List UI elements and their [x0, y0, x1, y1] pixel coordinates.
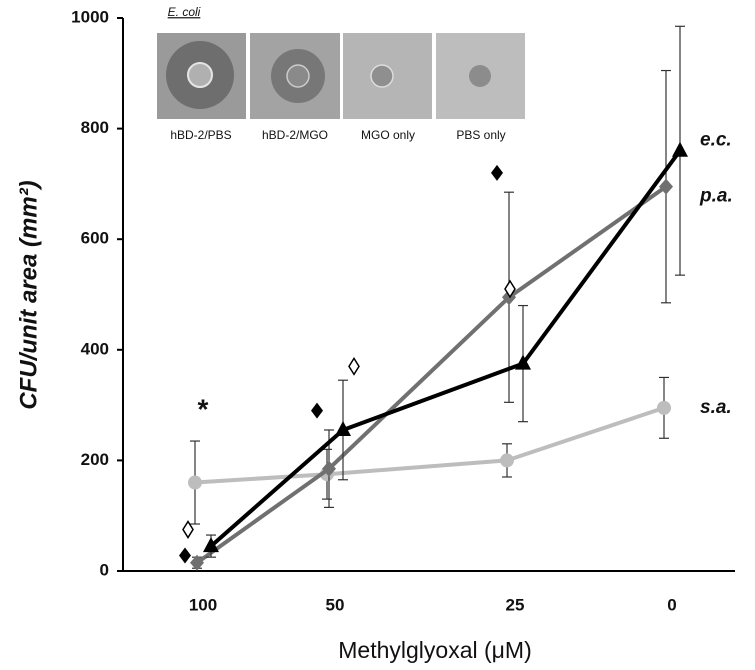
- significance-open: [504, 279, 516, 299]
- x-axis-label: Methylglyoxal (μM): [338, 637, 531, 663]
- disk: [469, 65, 491, 87]
- x-tick-label: 50: [326, 595, 345, 614]
- inset-label: MGO only: [361, 128, 415, 142]
- series-line: [209, 149, 682, 548]
- series-line: [195, 185, 668, 565]
- y-tick-label: 800: [81, 118, 109, 137]
- y-axis-label: CFU/unit area (mm²): [15, 180, 42, 409]
- point: [322, 460, 336, 477]
- significance-open: [348, 356, 360, 376]
- asterisk: *: [198, 393, 209, 424]
- point: [500, 453, 514, 468]
- point: [672, 141, 688, 157]
- point: [515, 354, 531, 370]
- series-label: p.a.: [699, 186, 733, 207]
- y-tick-label: 0: [100, 560, 109, 579]
- significance-open: [182, 520, 194, 539]
- x-tick-label: 25: [506, 595, 525, 614]
- point: [335, 420, 351, 436]
- point: [190, 554, 204, 571]
- disk: [286, 64, 310, 88]
- point: [657, 400, 671, 415]
- significance-filled: [491, 164, 503, 181]
- inset-title: E. coli: [168, 5, 201, 19]
- y-tick-label: 600: [81, 229, 109, 248]
- x-tick-label: 0: [667, 595, 676, 614]
- y-tick-label: 400: [81, 339, 109, 358]
- point: [188, 475, 202, 490]
- y-tick-label: 200: [81, 450, 109, 469]
- y-tick-label: 1000: [71, 7, 109, 26]
- inset-label: hBD-2/PBS: [170, 128, 231, 142]
- inset-images: [157, 33, 525, 119]
- series-label: e.c.: [700, 130, 732, 151]
- significance-filled: [179, 547, 191, 564]
- point: [659, 178, 673, 195]
- significance-filled: [311, 402, 323, 419]
- disk: [187, 62, 213, 88]
- series-line: [194, 405, 665, 485]
- inset-label: hBD-2/MGO: [262, 128, 328, 142]
- x-tick-label: 100: [189, 595, 217, 614]
- series-label: s.a.: [700, 397, 732, 418]
- point: [203, 537, 219, 553]
- inset-label: PBS only: [456, 128, 505, 142]
- disk: [370, 64, 394, 88]
